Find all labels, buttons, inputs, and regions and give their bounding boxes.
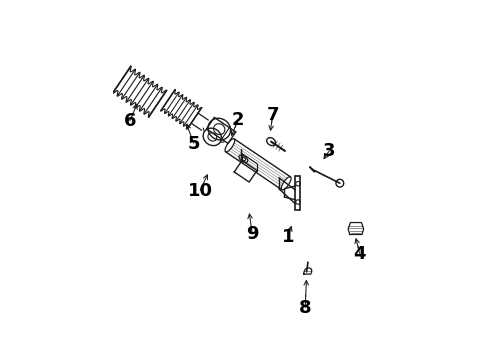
Text: 6: 6 xyxy=(123,112,136,130)
Text: 1: 1 xyxy=(281,228,294,246)
Text: 10: 10 xyxy=(188,182,213,200)
Text: 2: 2 xyxy=(232,111,245,129)
Text: 7: 7 xyxy=(267,106,279,124)
Text: 4: 4 xyxy=(354,245,366,263)
Bar xyxy=(295,176,300,210)
Text: 9: 9 xyxy=(246,225,259,243)
Text: 5: 5 xyxy=(188,135,200,153)
Text: 8: 8 xyxy=(299,299,312,317)
Text: 3: 3 xyxy=(323,142,336,160)
